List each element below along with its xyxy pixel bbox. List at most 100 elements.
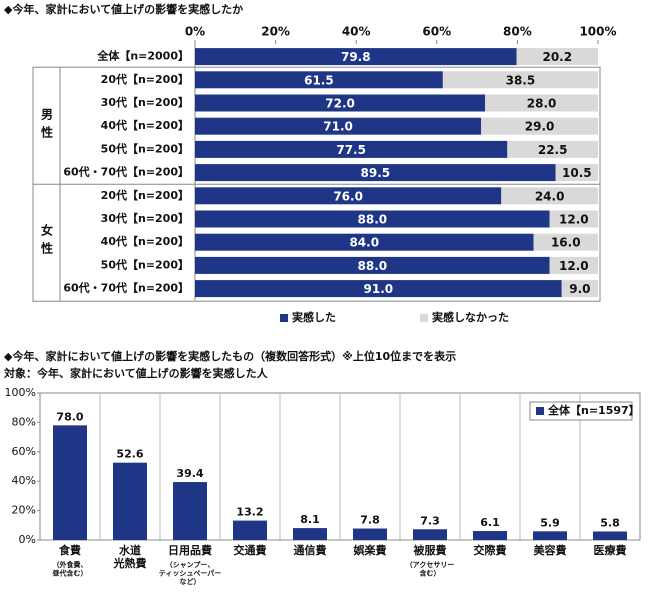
legend-swatch — [536, 407, 544, 415]
data-label: 52.6 — [116, 448, 143, 461]
bar — [293, 528, 327, 540]
data-label: 5.8 — [600, 516, 620, 529]
bar-segment — [516, 48, 598, 66]
x-tick-label: 80% — [503, 25, 532, 39]
x-tick-label: 食費 — [59, 543, 81, 557]
x-tick-label: 美容費 — [534, 543, 567, 557]
group-label: 女性 — [40, 223, 54, 260]
data-label: 89.5 — [361, 166, 391, 180]
bar-segment — [195, 187, 502, 205]
data-label: 76.0 — [333, 189, 363, 203]
data-label: 24.0 — [535, 189, 565, 203]
group-label: 男性 — [40, 108, 54, 144]
data-label: 88.0 — [358, 213, 388, 227]
x-tick-label: 被服費 — [414, 543, 447, 557]
x-tick-label: 60% — [422, 25, 451, 39]
bar-segment — [442, 71, 598, 89]
data-label: 20.2 — [542, 50, 572, 64]
category-note: （シャンプー、ティッシュペーパーなど） — [159, 560, 222, 586]
chart-title: ◆今年、家計において値上げの影響を実感したか — [4, 2, 243, 16]
data-label: 12.0 — [559, 259, 589, 273]
y-tick-label: 20% — [12, 504, 36, 517]
x-tick-label: 20% — [261, 25, 290, 39]
y-tick-label: 40代【n=200】 — [101, 234, 189, 248]
x-tick-label: 100% — [579, 25, 616, 39]
bar-segment — [485, 94, 598, 112]
x-tick-label: 0% — [185, 25, 205, 39]
y-tick-label: 0% — [19, 533, 36, 546]
bar — [473, 531, 507, 540]
data-label: 5.9 — [540, 516, 560, 529]
data-label: 84.0 — [349, 236, 379, 250]
bar-segment — [555, 164, 598, 182]
bar-segment — [549, 210, 598, 228]
bar-segment — [549, 256, 598, 274]
legend-swatch — [420, 314, 428, 322]
y-tick-label: 30代【n=200】 — [101, 211, 189, 225]
bar — [53, 425, 87, 540]
data-label: 88.0 — [358, 259, 388, 273]
bar — [233, 520, 267, 540]
bar-segment — [561, 280, 598, 298]
data-label: 7.3 — [420, 514, 440, 527]
y-tick-label: 80% — [12, 415, 36, 428]
data-label: 77.5 — [336, 143, 366, 157]
data-label: 39.4 — [176, 467, 203, 480]
bar — [353, 528, 387, 540]
legend-frame — [529, 401, 633, 421]
data-label: 7.8 — [360, 514, 380, 527]
y-tick-label: 20代【n=200】 — [101, 188, 189, 202]
data-label: 16.0 — [551, 236, 581, 250]
x-tick-label: 通信費 — [294, 543, 327, 557]
x-tick-label: 医療費 — [594, 543, 627, 557]
y-tick-label: 60代・70代【n=200】 — [63, 281, 189, 295]
y-tick-label: 100% — [5, 386, 36, 399]
y-tick-label: 30代【n=200】 — [101, 95, 189, 109]
bar-segment — [195, 48, 517, 66]
bar — [173, 482, 207, 540]
bar — [113, 462, 147, 540]
bar — [413, 529, 447, 540]
data-label: 91.0 — [364, 282, 394, 296]
data-label: 22.5 — [538, 143, 568, 157]
data-label: 38.5 — [506, 73, 536, 87]
data-label: 79.8 — [341, 50, 371, 64]
chart-title: ◆今年、家計において値上げの影響を実感したもの（複数回答形式）※上位10位までを… — [4, 349, 456, 363]
y-tick-label: 40% — [12, 474, 36, 487]
category-note: （アクセサリー含む） — [406, 560, 455, 577]
y-tick-label: 60% — [12, 445, 36, 458]
data-label: 71.0 — [323, 120, 353, 134]
data-label: 28.0 — [527, 97, 557, 111]
legend-label: 実感した — [292, 310, 336, 324]
data-label: 72.0 — [325, 97, 355, 111]
x-tick-label: 交際費 — [474, 543, 507, 557]
bar-segment — [533, 233, 598, 251]
y-tick-label: 60代・70代【n=200】 — [63, 165, 189, 179]
bar-segment — [195, 256, 550, 274]
x-tick-label: 40% — [342, 25, 371, 39]
y-tick-label: 50代【n=200】 — [101, 257, 189, 271]
chart-subtitle: 対象：今年、家計において値上げの影響を実感した人 — [3, 366, 269, 380]
x-tick-label: 娯楽費 — [354, 543, 387, 557]
data-label: 61.5 — [304, 73, 334, 87]
data-label: 29.0 — [525, 120, 555, 134]
data-label: 12.0 — [559, 213, 589, 227]
legend-label: 実感しなかった — [432, 310, 509, 324]
bar-segment — [507, 140, 598, 158]
data-label: 10.5 — [562, 166, 592, 180]
bar-segment — [195, 210, 550, 228]
data-label: 13.2 — [236, 506, 263, 519]
x-tick-label: 交通費 — [234, 543, 267, 557]
bar-segment — [481, 117, 598, 135]
bar — [593, 531, 627, 540]
y-tick-label: 50代【n=200】 — [101, 141, 189, 155]
data-label: 8.1 — [300, 513, 320, 526]
data-label: 78.0 — [56, 410, 83, 423]
bar-segment — [195, 164, 556, 182]
y-tick-label: 40代【n=200】 — [101, 118, 189, 132]
bar-segment — [195, 140, 508, 158]
x-tick-label: 水道光熱費 — [113, 543, 147, 570]
y-tick-label: 全体【n=2000】 — [96, 49, 189, 63]
bar-segment — [195, 94, 486, 112]
